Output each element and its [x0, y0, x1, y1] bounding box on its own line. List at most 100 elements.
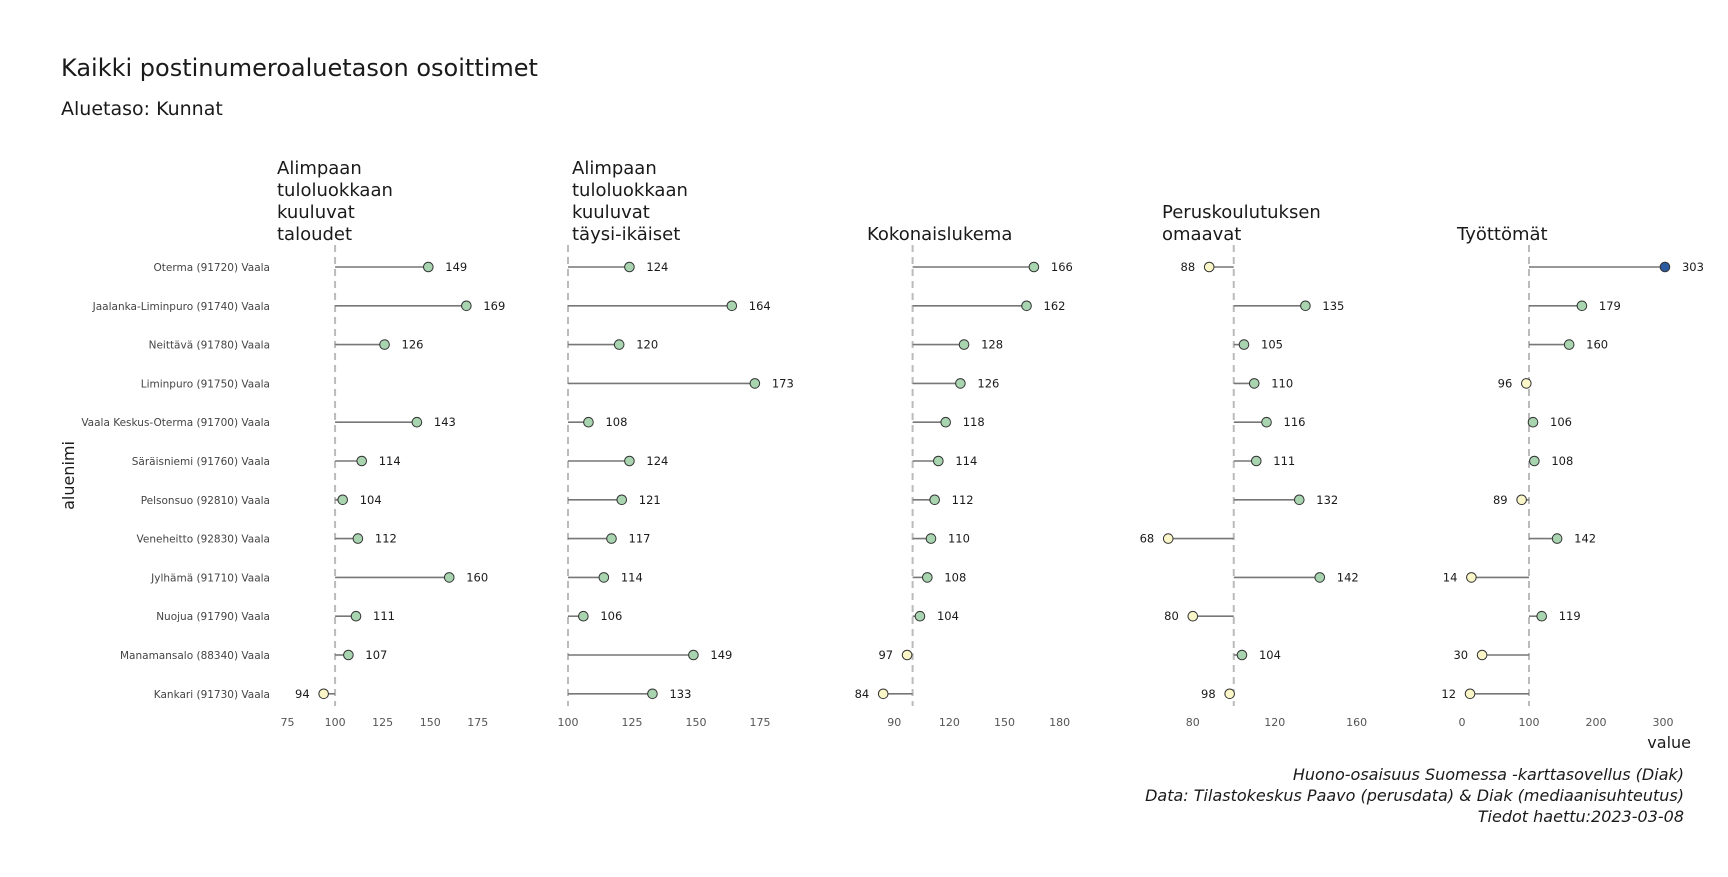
value-label: 88	[1181, 260, 1196, 274]
value-label: 124	[646, 260, 668, 274]
x-tick-label: 150	[420, 716, 441, 729]
lollipop-point	[343, 649, 354, 661]
facet-title-line: Kokonaislukema	[867, 224, 1012, 245]
lollipop-point	[1250, 455, 1262, 467]
value-label: 126	[977, 376, 999, 390]
x-tick-label: 120	[1264, 716, 1285, 729]
facet-title-line: Alimpaan	[572, 158, 657, 179]
row-label: Kankari (91730) Vaala	[154, 689, 270, 701]
lollipop-point	[1300, 300, 1311, 312]
lollipop-point	[749, 378, 761, 389]
row-label: Jaalanka-Liminpuro (91740) Vaala	[92, 301, 270, 313]
lollipop-point	[443, 572, 455, 583]
x-tick-label: 150	[685, 716, 706, 729]
x-tick-label: 0	[1459, 716, 1466, 729]
value-label: 108	[1551, 454, 1573, 468]
row-label: Manamansalo (88340) Vaala	[120, 650, 270, 662]
value-label: 96	[1498, 376, 1513, 390]
value-label: 30	[1453, 648, 1468, 662]
value-label: 166	[1051, 260, 1073, 274]
value-label: 112	[952, 493, 974, 507]
lollipop-point	[1464, 688, 1476, 700]
value-label: 98	[1201, 687, 1216, 701]
value-label: 143	[434, 415, 456, 429]
lollipop-point	[1536, 610, 1548, 622]
lollipop-point	[688, 649, 699, 661]
value-label: 12	[1441, 687, 1456, 701]
lollipop-point	[1236, 649, 1248, 661]
row-label: Veneheitto (92830) Vaala	[137, 534, 271, 546]
lollipop-point	[922, 572, 933, 583]
value-label: 97	[878, 648, 893, 662]
lollipop-point	[1261, 416, 1272, 428]
x-tick-label: 200	[1585, 716, 1606, 729]
lollipop-point	[1162, 533, 1174, 544]
facet-title-line: taloudet	[277, 224, 352, 245]
value-label: 14	[1443, 570, 1458, 584]
value-label: 149	[710, 648, 732, 662]
lollipop-point	[1521, 378, 1532, 389]
value-label: 160	[1586, 338, 1608, 352]
lollipop-point	[1527, 416, 1539, 428]
value-label: 112	[375, 532, 397, 546]
value-label: 124	[646, 454, 668, 468]
x-tick-label: 125	[621, 716, 642, 729]
chart-caption: Huono-osaisuus Suomessa -karttasovellus …	[1145, 764, 1684, 827]
chart-subtitle: Aluetaso: Kunnat	[61, 98, 223, 120]
lollipop-point	[356, 455, 368, 467]
value-label: 162	[1044, 299, 1066, 313]
value-label: 114	[955, 454, 977, 468]
lollipop-point	[318, 688, 329, 700]
value-label: 110	[948, 532, 970, 546]
lollipop-point	[461, 300, 472, 312]
lollipop-point	[726, 300, 738, 312]
lollipop-point	[647, 688, 658, 700]
lollipop-point	[940, 416, 951, 428]
value-label: 128	[981, 338, 1003, 352]
lollipop-point	[1224, 688, 1235, 700]
facet-panel: Työttömät 0 100 200 300 303 179 160 96 106 108 89 14…	[1441, 224, 1704, 729]
lollipop-point	[955, 378, 966, 389]
lollipop-point	[1659, 261, 1671, 273]
lollipop-point	[337, 494, 348, 506]
x-tick-label: 125	[372, 716, 393, 729]
facet-title-line: kuuluvat	[277, 202, 355, 223]
lollipop-point	[1516, 494, 1527, 506]
x-tick-label: 100	[325, 716, 346, 729]
lollipop-point	[578, 610, 589, 622]
value-label: 104	[937, 609, 959, 623]
value-label: 149	[445, 260, 467, 274]
x-tick-label: 180	[1049, 716, 1070, 729]
facet-panel: Alimpaantuloluokkaankuuluvattäysi-ikäise…	[558, 158, 794, 729]
lollipop-point	[1293, 494, 1305, 506]
facet-title-line: tuloluokkaan	[572, 180, 688, 201]
lollipop-point	[624, 455, 635, 467]
lollipop-point	[411, 416, 423, 428]
lollipop-point	[1563, 339, 1575, 350]
lollipop-point	[877, 688, 889, 700]
lollipop-point	[350, 610, 362, 622]
value-label: 89	[1493, 493, 1508, 507]
lollipop-point	[606, 533, 617, 544]
value-label: 104	[360, 493, 382, 507]
value-label: 104	[1259, 648, 1281, 662]
value-label: 169	[483, 299, 505, 313]
facet-title-line: täysi-ikäiset	[572, 224, 680, 245]
value-label: 164	[749, 299, 771, 313]
x-tick-label: 175	[467, 716, 488, 729]
value-label: 111	[373, 609, 395, 623]
x-axis-title: value	[1647, 733, 1691, 752]
lollipop-point	[379, 339, 390, 350]
lollipop-point	[958, 339, 970, 350]
value-label: 135	[1322, 299, 1344, 313]
value-label: 84	[855, 687, 870, 701]
value-label: 108	[944, 570, 966, 584]
lollipop-point	[933, 455, 944, 467]
value-label: 173	[772, 376, 794, 390]
value-label: 107	[365, 648, 387, 662]
row-label: Nuojua (91790) Vaala	[156, 611, 270, 623]
value-label: 303	[1682, 260, 1704, 274]
x-tick-label: 100	[1518, 716, 1539, 729]
